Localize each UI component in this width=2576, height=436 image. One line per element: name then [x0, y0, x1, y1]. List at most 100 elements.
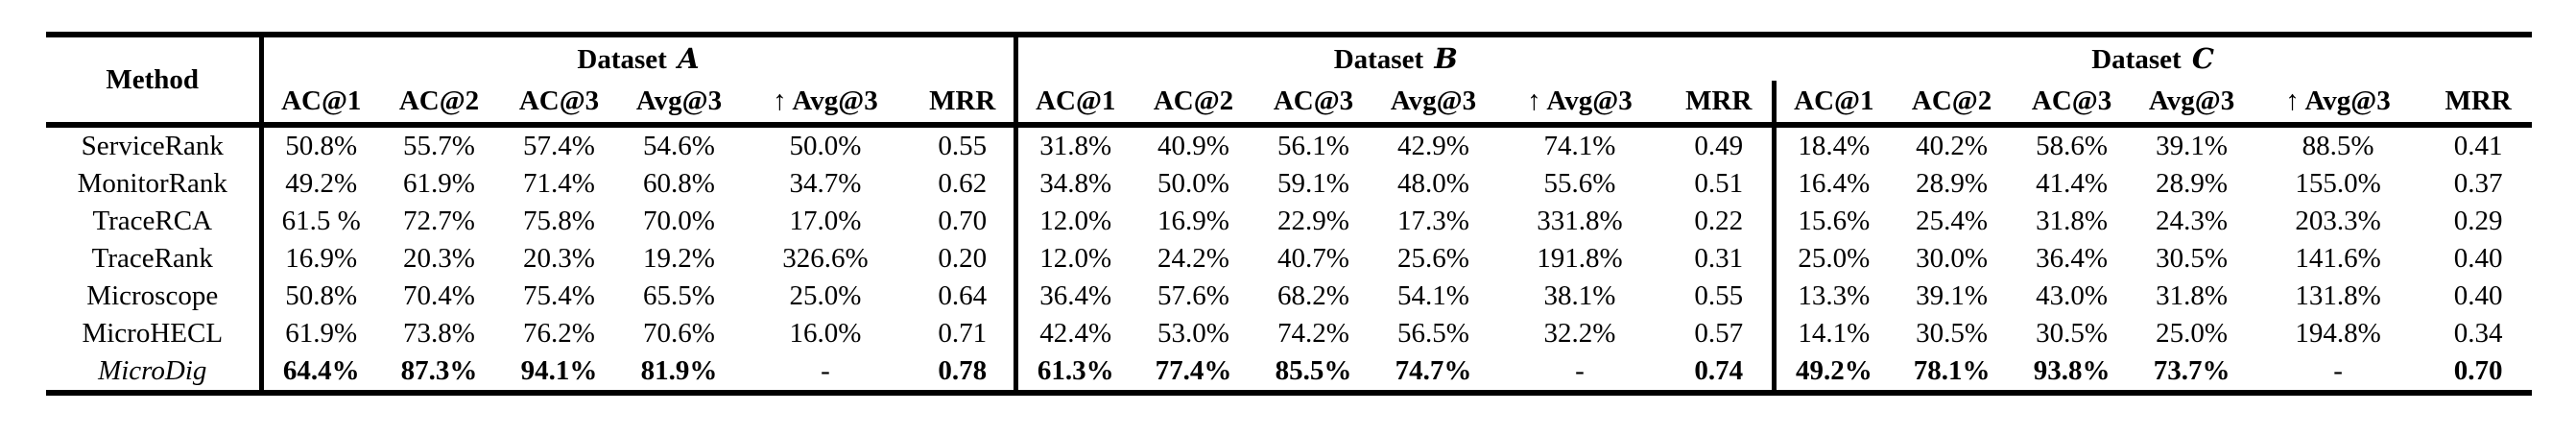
value-cell: 73.8% — [403, 318, 475, 349]
value-cell: 0.37 — [2453, 168, 2503, 199]
method-column-header: Method — [46, 35, 264, 128]
value-cell: 30.5% — [1916, 318, 1989, 349]
method-name-cell: MicroDig — [46, 352, 264, 393]
table-row: TraceRank 16.9% 20.3% 20.3% 19.2% 326.6% 0.20 1… — [46, 240, 2532, 278]
metric-column-header: AC@1 — [261, 81, 379, 128]
value-cell: 28.9% — [1916, 168, 1989, 199]
value-cell: 0.51 — [1666, 165, 1777, 203]
value-cell: 17.3% — [1397, 206, 1469, 236]
value-cell: 12.0% — [1039, 206, 1112, 236]
value-cell: 81.9% — [640, 355, 718, 386]
value-cell: 43.0% — [2036, 280, 2109, 311]
value-cell: 0.55 — [1666, 278, 1777, 315]
value-cell: 0.40 — [2453, 280, 2503, 311]
value-cell: 49.2% — [1795, 355, 1872, 386]
value-cell: 28.9% — [2156, 168, 2229, 199]
value-cell: 41.4% — [2036, 168, 2109, 199]
value-cell: 141.6% — [2295, 243, 2381, 274]
value-cell: 34.7% — [789, 168, 862, 199]
value-cell: 64.4% — [282, 355, 360, 386]
value-cell: 131.8% — [2295, 280, 2381, 311]
value-cell: 60.8% — [643, 168, 715, 199]
value-cell: 38.1% — [1543, 280, 1616, 311]
value-cell: 36.4% — [2036, 243, 2109, 274]
value-cell: 39.1% — [1916, 280, 1989, 311]
value-cell: 70.4% — [403, 280, 475, 311]
value-cell: 25.6% — [1397, 243, 1469, 274]
table-row: Microscope 50.8% 70.4% 75.4% 65.5% 25.0% 0.64 3… — [46, 278, 2532, 315]
value-cell: 76.2% — [523, 318, 595, 349]
metric-column-header: Avg@3 — [2132, 81, 2253, 128]
value-cell: 25.4% — [1916, 206, 1989, 236]
dataset-b-letter: B — [1434, 42, 1458, 75]
value-cell: - — [2333, 355, 2343, 386]
metric-column-header: AC@1 — [1015, 81, 1133, 128]
value-cell: 0.62 — [912, 165, 1018, 203]
table-row: MonitorRank 49.2% 61.9% 71.4% 60.8% 34.7% 0.62… — [46, 165, 2532, 203]
value-cell: 20.3% — [523, 243, 595, 274]
metric-column-header: MRR — [912, 81, 1018, 128]
metric-column-header-uplift: ↑ Avg@3 — [2252, 81, 2425, 128]
value-cell: 87.3% — [400, 355, 478, 386]
value-cell: 34.8% — [1039, 168, 1112, 199]
value-cell: 0.70 — [2453, 355, 2503, 386]
value-cell: 15.6% — [1798, 206, 1871, 236]
value-cell: 75.8% — [523, 206, 595, 236]
table-row: MicroHECL 61.9% 73.8% 76.2% 70.6% 16.0% 0.71 42… — [46, 315, 2532, 352]
value-cell: 0.70 — [912, 203, 1018, 240]
value-cell: 155.0% — [2295, 168, 2381, 199]
value-cell: 0.40 — [2453, 243, 2503, 274]
value-cell: 40.7% — [1277, 243, 1349, 274]
value-cell: 61.9% — [285, 318, 358, 349]
value-cell: 55.6% — [1543, 168, 1616, 199]
value-cell: 42.9% — [1397, 131, 1469, 161]
dataset-a-header: Dataset A — [261, 35, 1018, 81]
value-cell: 42.4% — [1039, 318, 1112, 349]
value-cell: 59.1% — [1277, 168, 1349, 199]
value-cell: 36.4% — [1039, 280, 1112, 311]
value-cell: 0.41 — [2453, 131, 2503, 161]
table-row: TraceRCA 61.5 % 72.7% 75.8% 70.0% 17.0% 0.70 12… — [46, 203, 2532, 240]
value-cell: 54.1% — [1397, 280, 1469, 311]
results-table: Method Dataset A Dataset B Dataset C AC@… — [46, 32, 2533, 396]
method-name-cell: MonitorRank — [46, 165, 264, 203]
value-cell: 31.8% — [2156, 280, 2229, 311]
metric-column-header: AC@3 — [1253, 81, 1373, 128]
value-cell: 20.3% — [403, 243, 475, 274]
value-cell: 50.0% — [789, 131, 862, 161]
value-cell: 22.9% — [1277, 206, 1349, 236]
value-cell: 74.2% — [1277, 318, 1349, 349]
metric-column-header: AC@3 — [499, 81, 619, 128]
value-cell: 94.1% — [520, 355, 598, 386]
value-cell: 65.5% — [643, 280, 715, 311]
metric-column-header-uplift: ↑ Avg@3 — [1493, 81, 1666, 128]
value-cell: 40.2% — [1916, 131, 1989, 161]
value-cell: 191.8% — [1537, 243, 1623, 274]
value-cell: 0.49 — [1666, 125, 1777, 165]
value-cell: 0.71 — [912, 315, 1018, 352]
results-table-container: Method Dataset A Dataset B Dataset C AC@… — [46, 32, 2533, 396]
value-cell: 25.0% — [2156, 318, 2229, 349]
metric-column-header: AC@2 — [1133, 81, 1253, 128]
metric-column-header: AC@1 — [1774, 81, 1893, 128]
value-cell: 24.3% — [2156, 206, 2229, 236]
value-cell: 40.9% — [1157, 131, 1229, 161]
metrics-header-row: AC@1 AC@2 AC@3 Avg@3 ↑ Avg@3 MRR AC@1 AC@2 AC@3 A… — [46, 81, 2533, 128]
value-cell: 85.5% — [1275, 355, 1352, 386]
value-cell: 70.0% — [643, 206, 715, 236]
value-cell: 74.1% — [1543, 131, 1616, 161]
value-cell: 24.2% — [1157, 243, 1229, 274]
dataset-b-header: Dataset B — [1015, 35, 1774, 81]
value-cell: 0.57 — [1666, 315, 1777, 352]
dataset-a-letter: A — [678, 42, 700, 75]
dataset-b-title: Dataset — [1333, 44, 1424, 75]
dataset-a-title: Dataset — [577, 44, 667, 75]
value-cell: 75.4% — [523, 280, 595, 311]
value-cell: 203.3% — [2295, 206, 2381, 236]
value-cell: 13.3% — [1798, 280, 1871, 311]
metric-column-header: AC@2 — [379, 81, 499, 128]
method-name-cell: Microscope — [46, 278, 264, 315]
table-row: MicroDig 64.4% 87.3% 94.1% 81.9% - 0.78 61.3% 77… — [46, 352, 2532, 393]
value-cell: 12.0% — [1039, 243, 1112, 274]
metric-column-header-uplift: ↑ Avg@3 — [739, 81, 912, 128]
